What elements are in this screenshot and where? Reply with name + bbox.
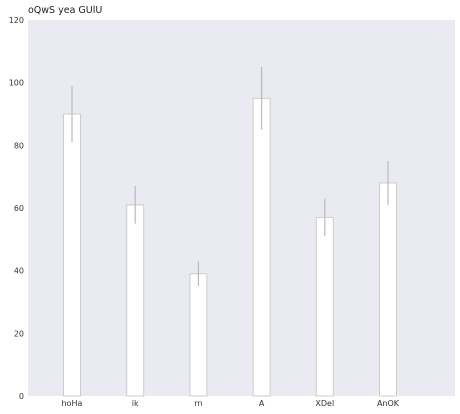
y-tick-label: 100 xyxy=(9,79,24,88)
bar-series xyxy=(63,97,397,397)
x-axis: hoHa ik rn A XDel AnOK xyxy=(62,399,400,408)
x-tick-label: hoHa xyxy=(62,399,83,408)
x-tick-label: rn xyxy=(194,399,202,408)
bar xyxy=(252,97,271,397)
y-tick-label: 120 xyxy=(9,16,24,25)
y-tick-label: 0 xyxy=(19,392,24,401)
y-tick-label: 60 xyxy=(14,204,24,213)
chart-title: oQwS yea GUlU xyxy=(28,5,102,16)
y-tick-label: 80 xyxy=(14,141,24,150)
y-axis: 0 20 40 60 80 100 120 xyxy=(9,16,24,401)
bar xyxy=(126,204,145,397)
bar xyxy=(189,273,208,397)
x-tick-label: ik xyxy=(132,399,139,408)
bar xyxy=(315,216,334,397)
bar xyxy=(63,113,81,397)
x-tick-label: XDel xyxy=(315,399,334,408)
x-tick-label: A xyxy=(259,399,265,408)
y-tick-label: 40 xyxy=(14,267,24,276)
bar xyxy=(379,182,397,397)
x-tick-label: AnOK xyxy=(377,399,400,408)
error-bars xyxy=(71,67,389,287)
y-tick-label: 20 xyxy=(14,329,24,338)
